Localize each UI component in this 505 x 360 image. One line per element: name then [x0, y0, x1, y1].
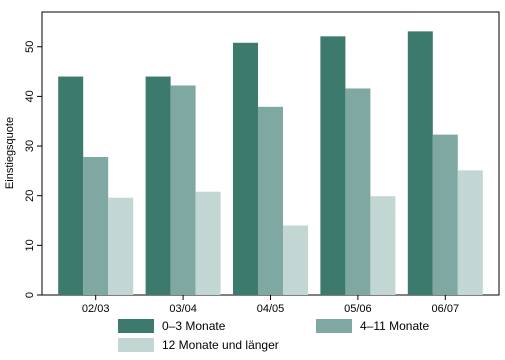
bar: [258, 106, 283, 295]
y-tick-label: 10: [24, 239, 36, 251]
legend-label: 4–11 Monate: [360, 319, 429, 333]
bar: [370, 196, 396, 295]
x-axis: 02/03 03/04 04/05 05/06 06/07: [82, 295, 459, 315]
bar: [345, 88, 371, 295]
bar: [195, 191, 221, 295]
x-tick-label: 02/03: [82, 303, 110, 315]
legend-label: 12 Monate und länger: [162, 338, 279, 352]
bar: [170, 85, 196, 295]
y-axis-title: Einstiegsquote: [4, 117, 16, 189]
bar: [233, 42, 258, 295]
y-tick-label: 30: [24, 140, 36, 152]
bar: [283, 225, 308, 295]
y-tick-label: 20: [24, 190, 36, 202]
x-tick-label: 05/06: [344, 303, 372, 315]
bar: [407, 31, 433, 295]
x-tick-label: 06/07: [432, 303, 460, 315]
x-tick-label: 04/05: [257, 303, 285, 315]
y-tick-label: 40: [24, 90, 36, 102]
bars: [58, 31, 483, 296]
legend-swatch: [316, 319, 352, 333]
legend-swatch: [118, 338, 154, 352]
legend-swatch: [118, 319, 154, 333]
bar: [145, 76, 171, 296]
y-tick-label: 50: [24, 41, 36, 53]
legend-label: 0–3 Monate: [162, 319, 226, 333]
y-tick-label: 0: [24, 292, 36, 298]
bar: [320, 36, 346, 296]
bar: [457, 170, 483, 295]
bar: [83, 156, 109, 295]
bar: [58, 76, 84, 296]
y-axis: 0 10 20 30 40 50: [24, 41, 42, 298]
bar: [432, 134, 458, 295]
bar: [108, 197, 134, 295]
x-tick-label: 03/04: [169, 303, 197, 315]
legend: 0–3 Monate 4–11 Monate 12 Monate und länge…: [118, 319, 429, 352]
